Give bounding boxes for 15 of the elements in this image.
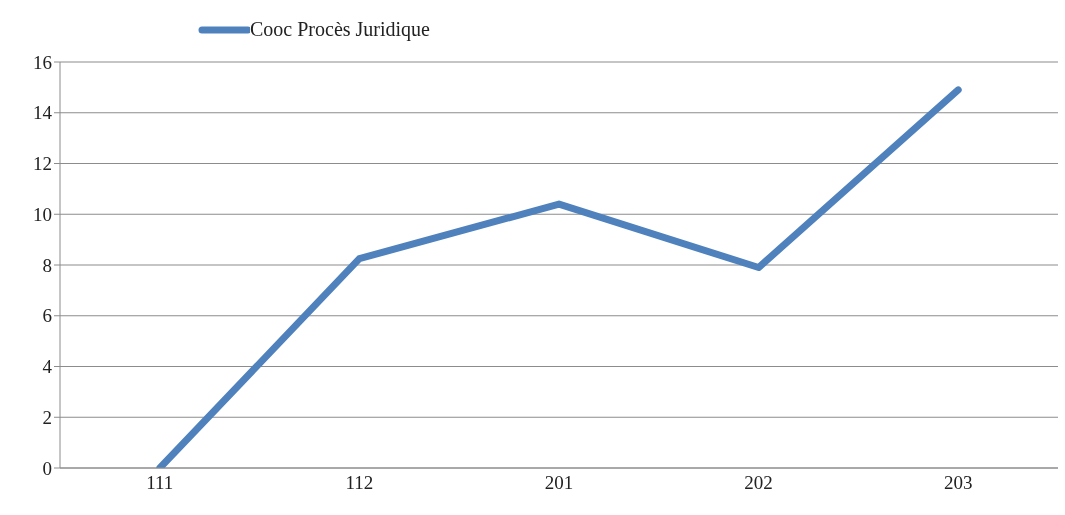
y-tick-label: 6 — [42, 305, 52, 327]
y-tick-label: 16 — [33, 51, 52, 73]
legend-label: Cooc Procès Juridique — [250, 18, 430, 41]
x-tick-label: 201 — [544, 472, 574, 494]
y-tick-label: 10 — [33, 203, 52, 225]
y-tick-label: 14 — [33, 102, 53, 124]
y-tick-label: 12 — [33, 153, 52, 175]
x-tick-label: 111 — [146, 472, 174, 494]
y-tick-label: 4 — [42, 356, 53, 378]
x-tick-label: 112 — [345, 472, 374, 494]
y-tick-label: 2 — [42, 406, 52, 428]
y-tick-label: 8 — [42, 254, 52, 276]
x-tick-label: 203 — [943, 472, 973, 494]
y-tick-label: 0 — [42, 457, 52, 479]
x-tick-label: 202 — [744, 472, 773, 494]
